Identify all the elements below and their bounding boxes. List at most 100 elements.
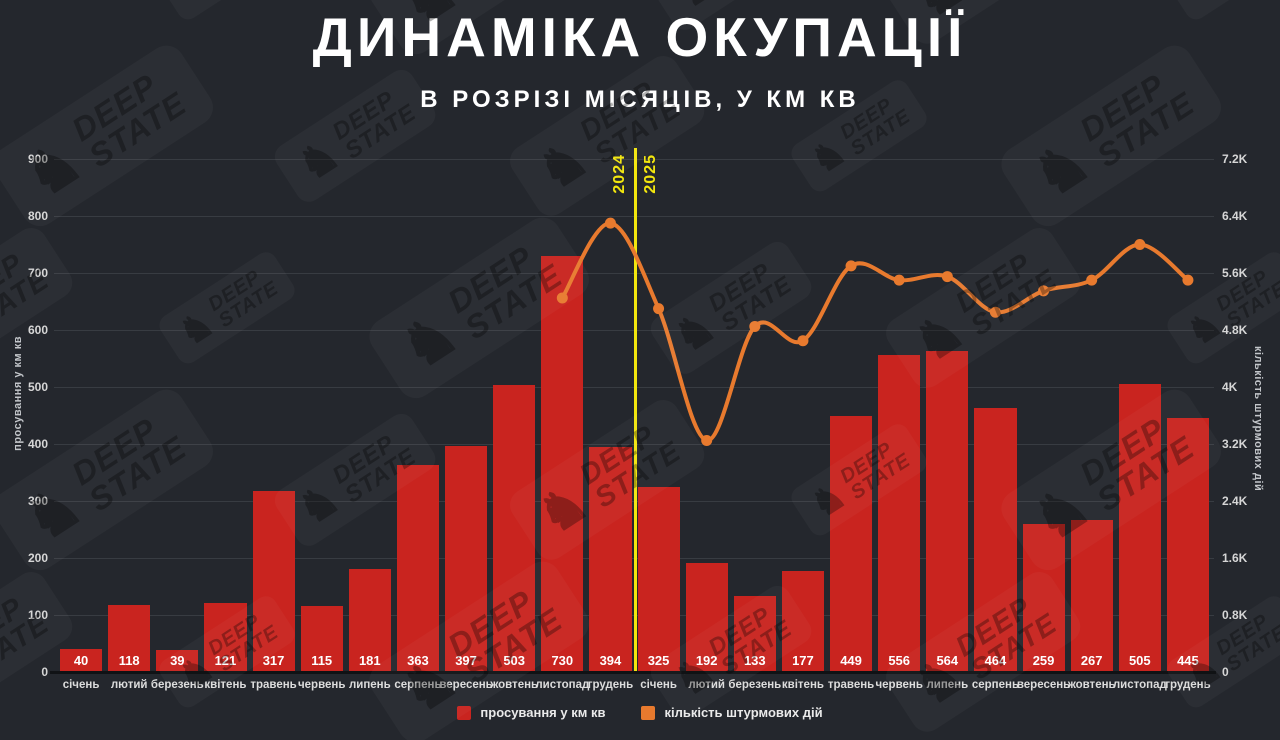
bar-лютий [685,562,728,672]
bar-серпень [974,407,1017,672]
bar-жовтень [493,385,536,672]
line-point-marker [556,292,568,304]
month-label: січень [62,679,100,691]
month-label: вересень [1016,679,1071,691]
month-label: жовтень [490,679,539,691]
month-label: грудень [1165,679,1211,691]
right-tick-label: 3.2K [1222,437,1248,451]
bar-серпень [396,465,439,672]
line-point-marker [1134,239,1146,250]
month-label: листопад [535,679,590,691]
line-point-marker [653,303,665,315]
bar-value-label: 133 [743,653,766,668]
bar-value-label: 449 [840,653,862,668]
month-label: серпень [394,679,442,691]
line-point-marker [941,271,953,283]
bar-жовтень [1070,519,1113,672]
bar-березень [733,596,776,672]
left-tick-label: 600 [27,323,48,337]
chart-title: ДИНАМІКА ОКУПАЦІЇ [312,6,968,68]
bar-value-label: 177 [792,653,814,668]
left-tick-label: 100 [27,608,48,622]
line-point-marker [749,320,761,332]
line-point-marker [1182,274,1194,286]
left-tick-label: 500 [27,380,48,394]
bar-value-label: 118 [118,653,140,668]
year-divider-line [634,148,637,673]
bar-value-label: 115 [311,653,333,668]
left-tick-label: 800 [27,209,48,223]
bar-листопад [541,255,584,672]
month-label: вересень [439,679,493,691]
bar-грудень [589,447,632,672]
bar-value-label: 464 [984,653,1007,668]
right-tick-label: 2.4K [1222,494,1248,508]
bar-value-label: 259 [1032,653,1055,668]
bar-value-label: 556 [888,653,911,668]
left-tick-label: 200 [27,551,48,565]
bar-value-label: 325 [647,653,670,668]
bar-квітень [781,571,824,672]
chart-subtitle: В РОЗРІЗІ МІСЯЦІВ, У КМ КВ [420,86,860,113]
line-point-marker [1038,285,1050,297]
month-label: квітень [204,679,247,691]
bar-value-label: 503 [503,653,526,668]
bar-value-label: 192 [695,653,718,668]
bar-лютий [108,604,151,672]
bar-value-label: 267 [1080,653,1103,668]
month-label: травень [827,679,875,691]
bar-value-label: 445 [1177,653,1199,668]
left-tick-label: 900 [27,152,48,166]
bar-legend-swatch-icon [457,705,472,720]
bar-вересень [445,445,488,672]
line-point-marker [845,260,857,272]
right-tick-label: 4.8K [1222,323,1248,337]
bar-value-label: 394 [599,653,622,668]
bar-березень [156,649,199,672]
bar-листопад [1118,384,1161,672]
month-label: лютий [110,679,148,691]
legend-item-bar: просування у км кв [457,705,605,720]
month-label: липень [926,679,969,691]
month-label: березень [728,679,782,691]
line-point-marker [989,306,1001,318]
month-label: жовтень [1067,679,1116,691]
legend-item-line: кількість штурмових дій [641,705,823,720]
bar-січень [637,486,680,672]
bar-value-label: 564 [936,653,959,668]
month-label: січень [640,679,677,691]
bar-липень [926,350,969,672]
month-label: червень [875,679,923,691]
bar-червень [300,606,343,672]
bar-value-label: 181 [358,653,381,668]
bar-травень [252,491,295,672]
right-tick-label: 0 [1222,665,1229,679]
bar-value-label: 363 [407,653,429,668]
right-tick-label: 1.6K [1222,551,1248,565]
bar-грудень [1166,418,1209,672]
right-tick-label: 4K [1222,380,1238,394]
bar-value-label: 505 [1128,653,1151,668]
right-tick-label: 6.4K [1222,209,1248,223]
line-point-marker [893,274,905,286]
bar-value-label: 397 [455,653,477,668]
month-label: лютий [688,679,725,691]
bar-value-label: 39 [170,653,185,668]
left-tick-label: 400 [27,437,48,451]
assault-actions-line [560,221,1190,443]
month-label: серпень [971,679,1020,691]
line-legend-swatch-icon [641,705,656,720]
right-tick-label: 0.8K [1222,608,1248,622]
legend: просування у км кв кількість штурмових ді… [0,705,1280,720]
bar-value-label: 40 [73,653,89,668]
month-label: травень [250,679,297,691]
left-tick-label: 300 [27,494,48,508]
legend-label: кількість штурмових дій [664,705,823,720]
bar-value-label: 317 [262,653,285,668]
right-tick-label: 7.2K [1222,152,1248,166]
right-axis-title: кількість штурмових дій [1252,346,1264,492]
year-label-2025: 2025 [642,154,659,194]
month-label: березень [150,679,204,691]
